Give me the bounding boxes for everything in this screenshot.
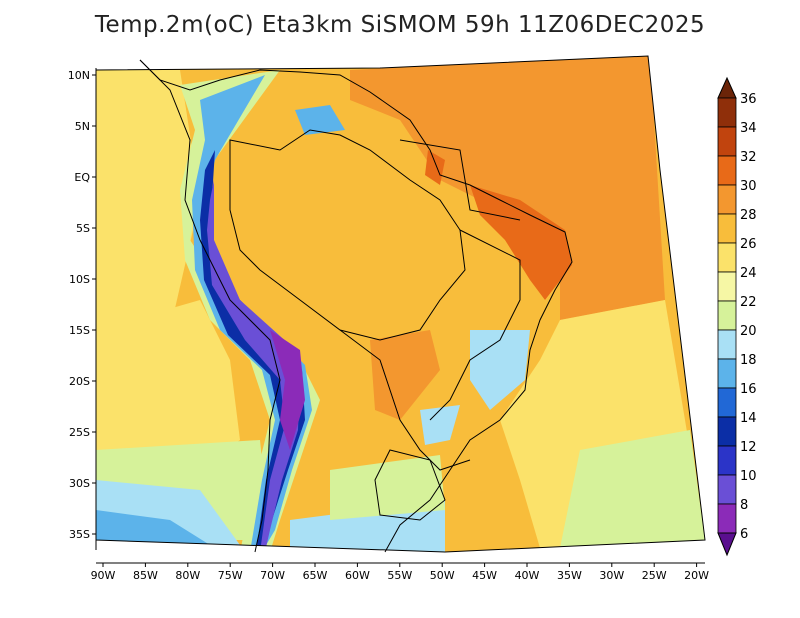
colorbar: 36 34 32 30 28 26 24 22 20 18 16 14 12 10 8 6 <box>717 76 757 557</box>
colorbar-segment <box>717 387 737 418</box>
colorbar-label: 12 <box>740 440 757 455</box>
paraguay-border <box>339 329 471 471</box>
colorbar-segment <box>717 155 737 186</box>
colorbar-label: 14 <box>740 411 757 426</box>
colorbar-label: 18 <box>740 353 757 368</box>
map-title: Temp.2m(oC) Eta3km SiSMOM 59h 11Z06DEC20… <box>94 12 706 38</box>
lon-label: 70W <box>260 569 285 582</box>
lon-label: 85W <box>133 569 158 582</box>
field-pantanal-28 <box>370 330 440 420</box>
central-borders <box>429 229 521 421</box>
field-amapa-30 <box>425 150 445 185</box>
lat-label: 25S <box>69 426 90 439</box>
field-pacific-south-18 <box>96 510 210 545</box>
colorbar-label: 36 <box>740 92 757 107</box>
colorbar-label: 6 <box>740 527 748 542</box>
colorbar-segment <box>717 329 737 360</box>
lat-label: 35S <box>69 528 90 541</box>
lon-label: 75W <box>218 569 243 582</box>
lon-label: 20W <box>684 569 709 582</box>
field-sp-20 <box>420 405 460 445</box>
colorbar-segment <box>717 445 737 476</box>
lat-label: 15S <box>69 324 90 337</box>
lat-label: 20S <box>69 375 90 388</box>
lon-label: 30W <box>599 569 624 582</box>
colorbar-label: 10 <box>740 469 757 484</box>
lon-label: 50W <box>430 569 455 582</box>
colorbar-label: 30 <box>740 179 757 194</box>
colorbar-segment <box>717 358 737 389</box>
lat-label: 5S <box>76 222 90 235</box>
lon-label: 45W <box>472 569 497 582</box>
colorbar-segment <box>717 300 737 331</box>
field-altiplano-6 <box>270 330 305 450</box>
pacific-coastline <box>139 59 281 553</box>
atlantic-coastline <box>139 59 573 553</box>
colorbar-segment <box>717 213 737 244</box>
colorbar-segment <box>717 97 737 128</box>
uruguay-border <box>374 449 446 521</box>
colorbar-label: 28 <box>740 208 757 223</box>
lat-label: EQ <box>74 171 90 184</box>
colorbar-segment <box>717 271 737 302</box>
colorbar-label: 32 <box>740 150 757 165</box>
map-borders <box>139 59 573 553</box>
colorbar-segment <box>717 126 737 157</box>
lat-label: 5N <box>75 120 90 133</box>
north-borders <box>399 139 521 221</box>
field-far-south-22 <box>560 430 705 548</box>
colorbar-label: 8 <box>740 498 748 513</box>
lat-label: 30S <box>69 477 90 490</box>
colorbar-label: 34 <box>740 121 757 136</box>
colorbar-segment <box>717 503 737 534</box>
colorbar-top-arrow <box>717 76 737 99</box>
domain-outline <box>95 55 706 553</box>
lon-labels: 90W 85W 80W 75W 70W 65W 60W 55W 50W 45W 40W 35W 30W 2… <box>91 563 709 582</box>
lat-label: 10S <box>69 273 90 286</box>
field-atlantic-28 <box>350 56 665 320</box>
colorbar-segment <box>717 474 737 505</box>
lon-label: 35W <box>557 569 582 582</box>
amazon-borders <box>229 129 466 341</box>
lat-labels: 10N 5N EQ 5S 10S 15S 20S 25S 30S 35S <box>68 69 96 541</box>
lon-label: 40W <box>515 569 540 582</box>
lat-label: 10N <box>68 69 90 82</box>
lon-label: 80W <box>175 569 200 582</box>
colorbar-label: 20 <box>740 324 757 339</box>
field-ne-30 <box>470 185 572 300</box>
colorbar-label: 16 <box>740 382 757 397</box>
colorbar-segment <box>717 242 737 273</box>
colorbar-segment <box>717 416 737 447</box>
field-pacific-mid-24 <box>96 300 240 470</box>
colorbar-bottom-arrow <box>717 532 737 557</box>
field-pampas-22 <box>330 455 445 520</box>
lon-label: 25W <box>642 569 667 582</box>
colorbar-label: 24 <box>740 266 757 281</box>
colorbar-label: 26 <box>740 237 757 252</box>
field-andes-8 <box>207 180 300 552</box>
lon-label: 55W <box>387 569 412 582</box>
lon-label: 90W <box>91 569 116 582</box>
colorbar-label: 22 <box>740 295 757 310</box>
lon-label: 65W <box>303 569 328 582</box>
temperature-field <box>96 56 705 552</box>
colorbar-segment <box>717 184 737 215</box>
field-guiana-18 <box>295 105 345 135</box>
lon-label: 60W <box>345 569 370 582</box>
